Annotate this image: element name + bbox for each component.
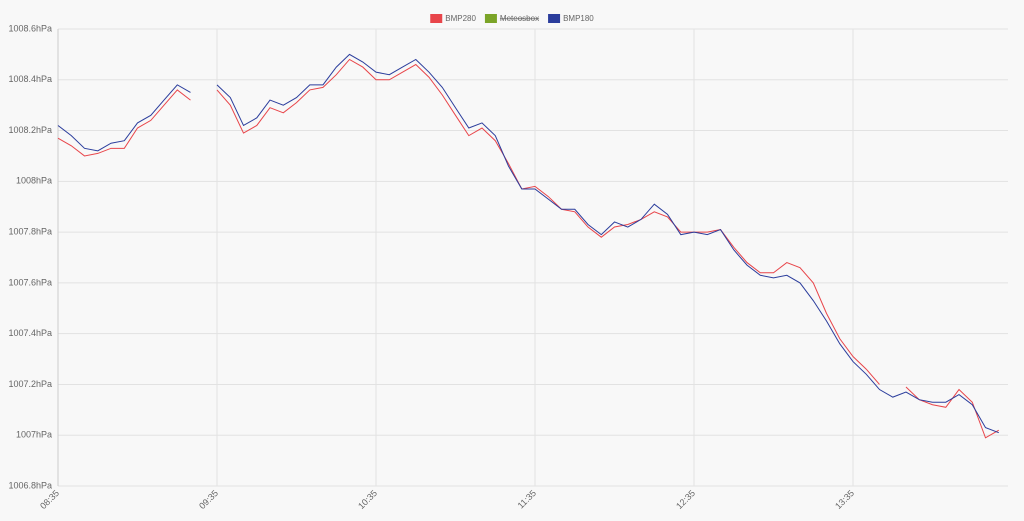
legend-item[interactable]: BMP280 bbox=[430, 14, 476, 23]
x-tick-label: 09:35 bbox=[197, 488, 220, 511]
series-line bbox=[57, 58, 1000, 439]
x-tick-label: 08:35 bbox=[38, 488, 61, 511]
y-tick-label: 1008.2hPa bbox=[8, 125, 52, 135]
y-tick-label: 1007.4hPa bbox=[8, 328, 52, 338]
y-tick-label: 1006.8hPa bbox=[8, 480, 52, 490]
y-tick-label: 1007.2hPa bbox=[8, 379, 52, 389]
legend-label: BMP180 bbox=[563, 14, 594, 23]
x-tick-label: 12:35 bbox=[674, 488, 697, 511]
x-tick-label: 13:35 bbox=[833, 488, 856, 511]
legend-swatch bbox=[484, 14, 497, 23]
y-tick-label: 1008.6hPa bbox=[8, 23, 52, 33]
y-tick-label: 1007hPa bbox=[16, 430, 52, 440]
legend-item[interactable]: Meteosbox bbox=[484, 14, 539, 23]
legend-swatch bbox=[430, 14, 443, 23]
legend-item[interactable]: BMP180 bbox=[548, 14, 594, 23]
legend-label: Meteosbox bbox=[500, 14, 539, 23]
y-tick-label: 1008.4hPa bbox=[8, 74, 52, 84]
y-tick-label: 1007.6hPa bbox=[8, 277, 52, 287]
x-tick-label: 10:35 bbox=[356, 488, 379, 511]
legend-label: BMP280 bbox=[445, 14, 476, 23]
y-tick-label: 1008hPa bbox=[16, 176, 52, 186]
x-tick-label: 11:35 bbox=[516, 488, 539, 511]
y-tick-label: 1007.8hPa bbox=[8, 226, 52, 236]
legend-swatch bbox=[548, 14, 561, 23]
series-line bbox=[57, 53, 999, 434]
legend: BMP280 Meteosbox BMP180 bbox=[430, 14, 594, 23]
